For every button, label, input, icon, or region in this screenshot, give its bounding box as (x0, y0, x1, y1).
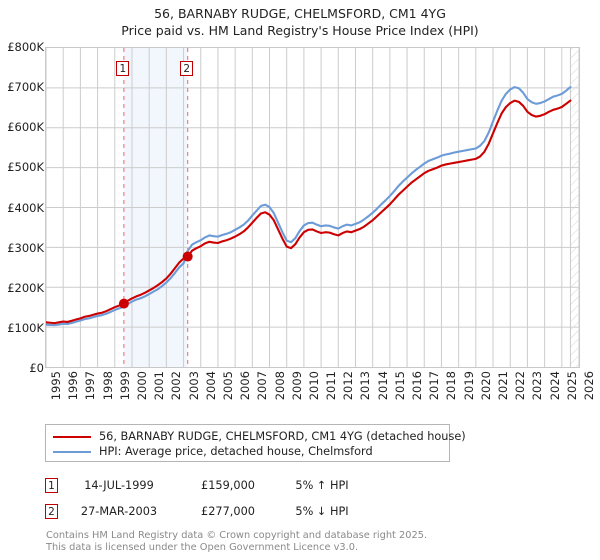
chart-marker-badge-2[interactable]: 2 (180, 61, 194, 76)
x-axis-tick-label: 2016 (410, 371, 425, 401)
x-axis-tick-label: 2026 (582, 371, 596, 401)
row-price: £277,000 (201, 504, 255, 518)
x-axis-tick-label: 2003 (186, 371, 201, 401)
x-axis-tick-label: 2012 (341, 371, 356, 401)
x-axis-tick-label: 2005 (220, 371, 235, 401)
x-axis-tick-label: 2018 (444, 371, 459, 401)
x-axis-tick-label: 2011 (324, 371, 339, 401)
x-axis-tick-label: 2014 (375, 371, 390, 401)
page-subtitle: Price paid vs. HM Land Registry's House … (121, 23, 479, 38)
x-axis-tick-label: 2004 (203, 371, 218, 401)
x-axis-tick-label: 2008 (272, 371, 287, 401)
x-axis-tick-label: 1997 (83, 371, 98, 401)
chart-svg (46, 48, 579, 367)
legend-item-price-paid: 56, BARNABY RUDGE, CHELMSFORD, CM1 4YG (… (53, 429, 466, 444)
x-axis-tick-label: 2022 (513, 371, 528, 401)
x-axis-tick-label: 2024 (547, 371, 562, 401)
x-axis-tick-label: 1999 (117, 371, 132, 401)
x-axis-tick-label: 2000 (134, 371, 149, 401)
x-axis-tick-label: 2010 (306, 371, 321, 401)
x-axis-tick-label: 2002 (169, 371, 184, 401)
row-date: 27-MAR-2003 (80, 504, 158, 518)
legend-swatch-hpi (53, 450, 91, 453)
x-axis-tick-label: 2017 (427, 371, 442, 401)
x-axis-tick-label: 2007 (255, 371, 270, 401)
x-axis-tick-label: 2020 (478, 371, 493, 401)
footer-attribution: Contains HM Land Registry data © Crown c… (46, 530, 566, 553)
x-axis-tick-label: 2006 (238, 371, 253, 401)
legend-swatch-price-paid (53, 435, 91, 438)
y-axis-tick-label: £500K (7, 160, 44, 175)
row-hpi-delta: 5% ↑ HPI (295, 478, 349, 492)
y-axis-tick-label: £200K (7, 280, 44, 295)
page-title: 56, BARNABY RUDGE, CHELMSFORD, CM1 4YG (154, 6, 446, 21)
table-row[interactable]: 2 27-MAR-2003 £277,000 5% ↓ HPI (45, 498, 465, 524)
y-axis-tick-label: £400K (7, 200, 44, 215)
chart-legend: 56, BARNABY RUDGE, CHELMSFORD, CM1 4YG (… (45, 424, 466, 462)
legend-label-hpi: HPI: Average price, detached house, Chel… (99, 445, 373, 458)
y-axis-tick-label: £100K (7, 320, 44, 335)
footer-line-1: Contains HM Land Registry data © Crown c… (46, 530, 428, 541)
y-axis-tick-label: £600K (7, 120, 44, 135)
y-axis-tick-label: £800K (7, 40, 44, 54)
x-axis-tick-label: 2001 (152, 371, 167, 401)
row-marker-badge: 1 (45, 477, 58, 493)
x-axis-tick-label: 2023 (530, 371, 545, 401)
row-hpi-delta: 5% ↓ HPI (295, 504, 349, 518)
table-row[interactable]: 1 14-JUL-1999 £159,000 5% ↑ HPI (45, 472, 465, 498)
x-axis-labels: 1995 1996 1997 1998 1999 2000 2001 2002 2003 2004… (45, 370, 596, 418)
y-axis-tick-label: £0 (29, 361, 44, 375)
y-axis-tick-label: £700K (7, 80, 44, 95)
x-axis-tick-label: 2025 (564, 371, 579, 401)
transactions-table: 1 14-JUL-1999 £159,000 5% ↑ HPI 2 27-MAR… (45, 472, 465, 524)
x-axis-tick-label: 1996 (66, 371, 81, 401)
legend-label-price-paid: 56, BARNABY RUDGE, CHELMSFORD, CM1 4YG (… (99, 430, 466, 443)
x-axis-tick-label: 2009 (289, 371, 304, 401)
row-date: 14-JUL-1999 (84, 478, 154, 492)
footer-line-2: This data is licensed under the Open Gov… (46, 541, 359, 553)
x-axis-tick-label: 2019 (461, 371, 476, 401)
chart-plot-area: 1 2 (45, 47, 580, 368)
plot-frame (45, 47, 580, 368)
y-axis-tick-label: £300K (7, 240, 44, 255)
x-axis-tick-label: 1998 (100, 371, 115, 401)
title-block: 56, BARNABY RUDGE, CHELMSFORD, CM1 4YG P… (0, 0, 600, 39)
legend-item-hpi: HPI: Average price, detached house, Chel… (53, 444, 442, 459)
x-axis-tick-label: 2021 (496, 371, 511, 401)
row-price: £159,000 (201, 478, 255, 492)
row-marker-badge: 2 (45, 503, 58, 519)
x-axis-tick-label: 2015 (392, 371, 407, 401)
chart-marker-badge-1[interactable]: 1 (116, 61, 130, 76)
x-axis-tick-label: 1995 (49, 371, 63, 401)
x-axis-tick-label: 2013 (358, 371, 373, 401)
